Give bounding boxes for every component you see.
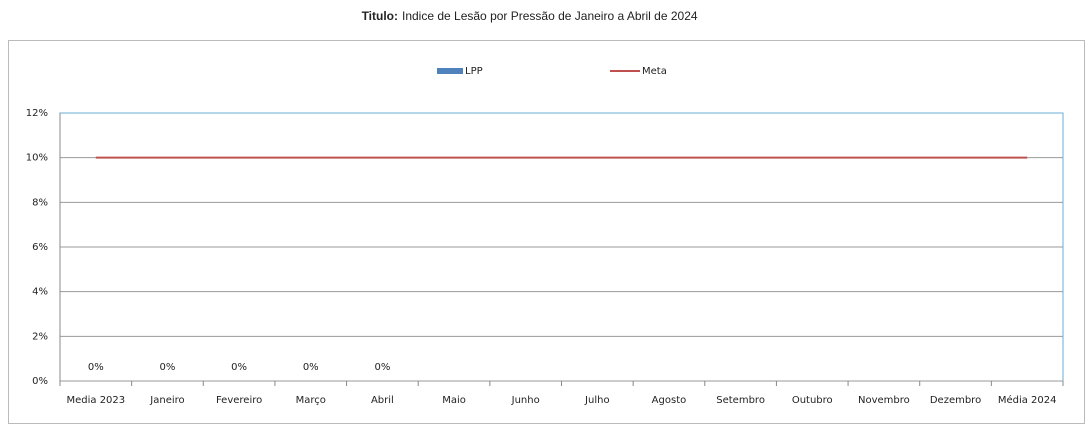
x-tick-label: Media 2023	[66, 395, 125, 406]
chart-title: Indice de Lesão por Pressão de Janeiro a…	[402, 9, 698, 23]
data-label: 0%	[374, 362, 390, 373]
y-tick-label: 6%	[32, 242, 48, 253]
y-tick-label: 4%	[32, 287, 48, 298]
y-tick-label: 0%	[32, 376, 48, 387]
data-label: 0%	[88, 362, 104, 373]
data-label: 0%	[231, 362, 247, 373]
x-tick-label: Maio	[442, 395, 466, 406]
legend-label: LPP	[465, 66, 483, 77]
y-tick-label: 8%	[32, 197, 48, 208]
x-tick-label: Média 2024	[998, 394, 1057, 406]
y-tick-label: 12%	[26, 108, 48, 119]
x-tick-label: Fevereiro	[216, 395, 262, 406]
data-label: 0%	[303, 362, 319, 373]
x-tick-label: Setembro	[716, 395, 765, 406]
x-tick-label: Março	[296, 395, 326, 406]
legend-label: Meta	[642, 66, 667, 77]
x-tick-label: Junho	[511, 395, 540, 406]
x-tick-label: Dezembro	[930, 395, 981, 406]
x-tick-label: Julho	[584, 395, 610, 406]
data-label: 0%	[160, 362, 176, 373]
x-tick-label: Agosto	[652, 395, 687, 406]
x-tick-label: Outubro	[792, 395, 833, 406]
x-tick-label: Novembro	[858, 395, 910, 406]
y-tick-label: 2%	[32, 331, 48, 342]
legend-swatch	[437, 68, 463, 74]
x-tick-label: Janeiro	[149, 395, 184, 406]
x-tick-label: Abril	[371, 395, 394, 406]
chart-frame	[8, 40, 1085, 424]
y-tick-label: 10%	[26, 153, 48, 164]
chart-title-label: Titulo:	[362, 9, 398, 23]
